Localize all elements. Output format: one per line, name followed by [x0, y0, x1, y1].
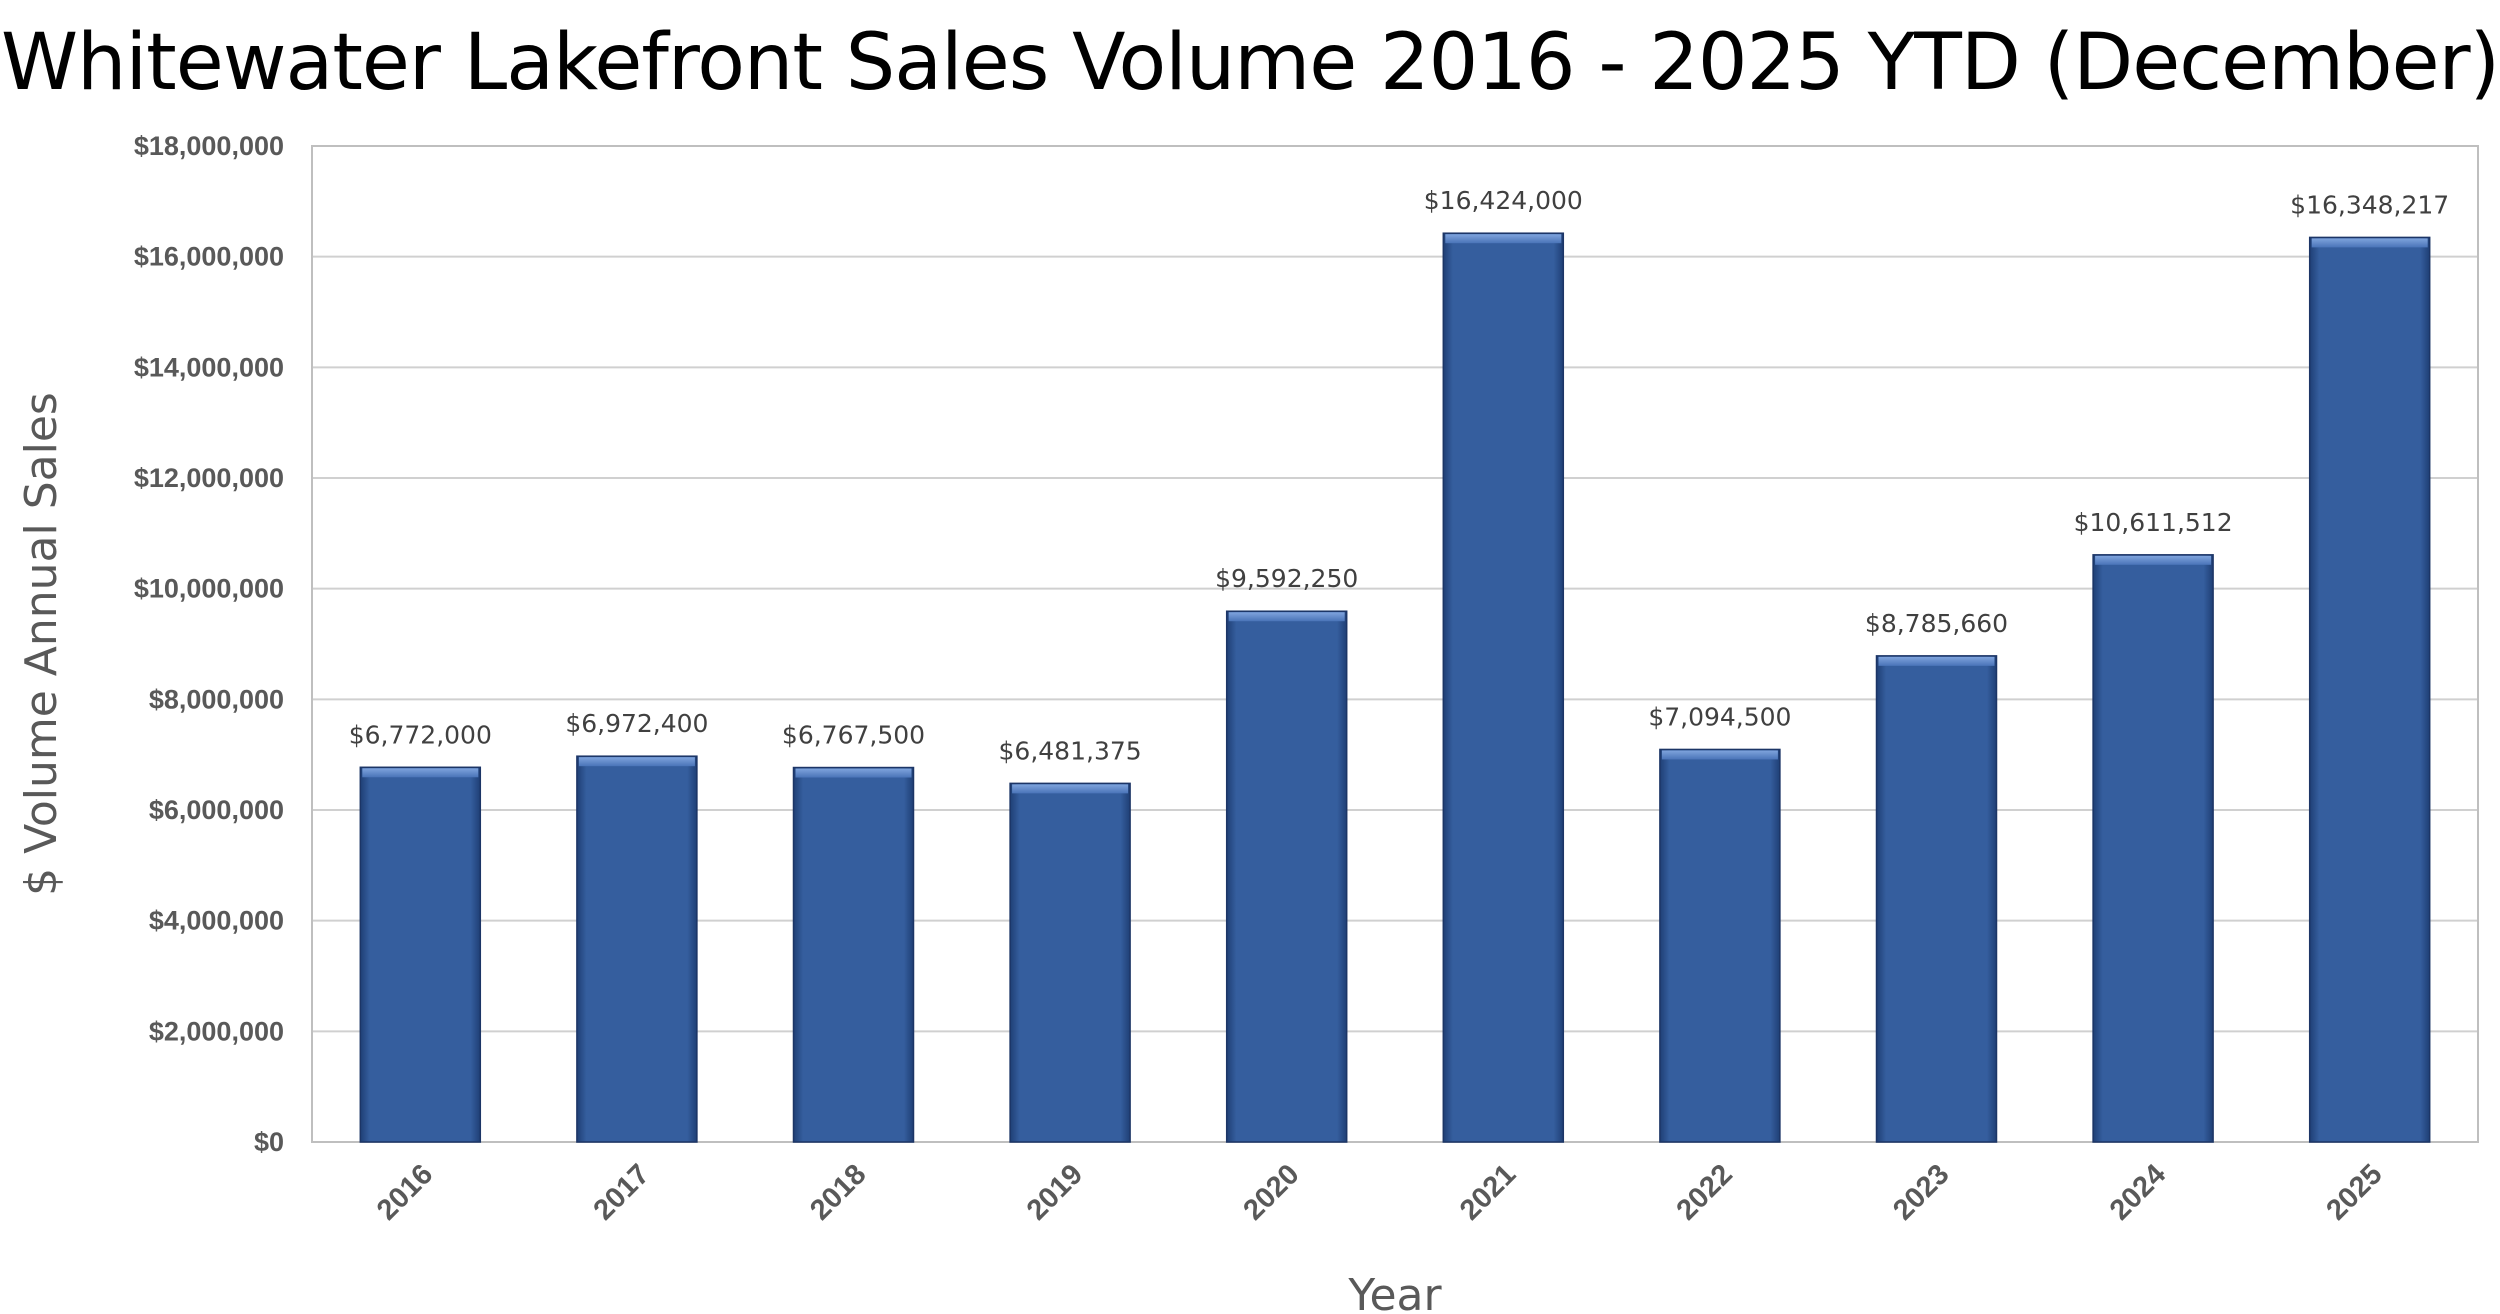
- bar-2016: [359, 766, 482, 1143]
- x-tick-label: 2023: [1887, 1158, 1955, 1226]
- bar-cap: [1445, 234, 1562, 244]
- data-label: $16,424,000: [1424, 186, 1583, 215]
- bars: [359, 232, 2431, 1143]
- y-tick-label: $18,000,000: [134, 131, 284, 161]
- data-label: $16,348,217: [2290, 190, 2449, 219]
- bar-2018: [792, 766, 915, 1143]
- bar: [576, 755, 698, 1143]
- bar: [1225, 610, 1348, 1143]
- bar-cap: [1012, 784, 1129, 794]
- bar: [1442, 232, 1565, 1143]
- bar: [1009, 782, 1131, 1143]
- x-tick-label: 2024: [2104, 1158, 2172, 1226]
- data-label: $8,785,660: [1865, 609, 2008, 638]
- bar-cap: [2311, 238, 2428, 248]
- bar: [359, 766, 482, 1143]
- bar-2017: [576, 755, 698, 1143]
- data-label: $9,592,250: [1215, 564, 1358, 593]
- x-tick-label: 2021: [1454, 1158, 1522, 1226]
- y-tick-label: $10,000,000: [134, 574, 284, 604]
- y-tick-label: $8,000,000: [149, 684, 284, 714]
- bar: [2308, 236, 2431, 1143]
- bar: [792, 766, 915, 1143]
- bar-cap: [1878, 656, 1995, 666]
- data-label: $6,772,000: [349, 720, 492, 749]
- bar-2019: [1009, 782, 1131, 1143]
- x-tick-label: 2019: [1021, 1158, 1089, 1226]
- y-tick-label: $6,000,000: [149, 795, 284, 825]
- bar-2021: [1442, 232, 1565, 1143]
- y-tick-label: $0: [254, 1127, 284, 1157]
- bar-cap: [1661, 750, 1778, 760]
- data-label: $6,481,375: [999, 736, 1142, 765]
- y-tick-label: $14,000,000: [134, 352, 284, 382]
- bar-cap: [2095, 555, 2212, 565]
- x-tick-label: 2016: [371, 1158, 439, 1226]
- bar-cap: [578, 757, 695, 767]
- x-tick-label: 2017: [588, 1158, 656, 1226]
- bar: [1659, 748, 1781, 1143]
- data-labels: $6,772,000 $6,972,400 $6,767,500 $6,481,375…: [349, 186, 2449, 765]
- data-label: $6,972,400: [565, 709, 708, 738]
- data-label: $7,094,500: [1648, 702, 1791, 731]
- x-tick-label: 2022: [1671, 1158, 1739, 1226]
- y-axis-ticks: $0 $2,000,000 $4,000,000 $6,000,000 $8,000,0…: [134, 131, 284, 1157]
- bar: [2092, 554, 2214, 1143]
- y-tick-label: $2,000,000: [149, 1016, 284, 1046]
- x-tick-label: 2018: [804, 1158, 872, 1226]
- bar-2025: [2308, 236, 2431, 1143]
- bar-cap: [795, 768, 912, 778]
- x-axis-ticks: 2016 2017 2018 2019 2020 2021 2022 2023 2024 2025: [371, 1158, 2389, 1226]
- x-axis-title: Year: [1347, 1270, 1442, 1314]
- bar-2024: [2092, 554, 2214, 1143]
- bar-2023: [1875, 655, 1998, 1143]
- bar-cap: [362, 768, 479, 778]
- x-tick-label: 2020: [1237, 1158, 1305, 1226]
- y-tick-label: $16,000,000: [134, 242, 284, 272]
- bar-cap: [1228, 612, 1345, 622]
- data-label: $10,611,512: [2074, 508, 2233, 537]
- bar: [1875, 655, 1998, 1143]
- y-tick-label: $4,000,000: [149, 906, 284, 936]
- plot-area: [311, 145, 2479, 1143]
- data-label: $6,767,500: [782, 721, 925, 750]
- bar-2020: [1225, 610, 1348, 1143]
- bar-2022: [1659, 748, 1781, 1143]
- chart-title: Whitewater Lakefront Sales Volume 2016 -…: [0, 18, 2500, 108]
- y-tick-label: $12,000,000: [134, 463, 284, 493]
- y-axis-title: $ Volume Annual Sales: [16, 392, 67, 896]
- x-tick-label: 2025: [2320, 1158, 2388, 1226]
